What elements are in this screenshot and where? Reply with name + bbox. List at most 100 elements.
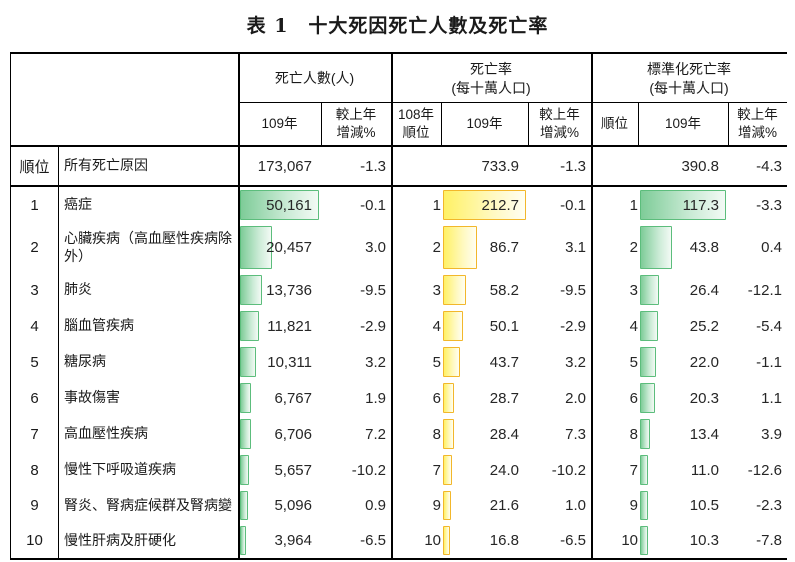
table-row: 8 慢性下呼吸道疾病 5,657 -10.2 7 24.0 -10.2 7 11… xyxy=(11,452,787,488)
rate-cell: 21.6 xyxy=(441,488,528,523)
col-group-std-rate: 標準化死亡率 (每十萬人口) xyxy=(591,54,787,103)
std-rate-bar xyxy=(640,383,655,413)
deaths-cell: 3,964 xyxy=(238,523,321,558)
rate-change-cell: 3.2 xyxy=(565,353,586,371)
std-rate-cell: 117.3 xyxy=(638,187,728,223)
rate-bar xyxy=(443,491,452,520)
deaths-bar xyxy=(240,226,273,269)
rank-cell: 2 xyxy=(30,239,39,256)
deaths-bar xyxy=(240,190,319,220)
std-change-cell: -7.8 xyxy=(756,532,782,549)
col-group-deaths: 死亡人數(人) xyxy=(238,54,391,103)
divider xyxy=(528,103,529,145)
table-title: 表 1 十大死因死亡人數及死亡率 xyxy=(246,15,549,37)
rate-bar xyxy=(443,226,477,269)
rank-108-cell: 10 xyxy=(424,532,441,549)
std-rank-cell: 2 xyxy=(629,239,638,256)
rate-bar xyxy=(443,455,453,485)
cause-cell: 慢性下呼吸道疾病 xyxy=(64,461,176,478)
all-causes-row: 順位 所有死亡原因 173,067 -1.3 733.9 -1.3 390.8 … xyxy=(11,147,787,185)
subheader-std-109: 109年 xyxy=(664,116,702,132)
table-row: 5 糖尿病 10,311 3.2 5 43.7 3.2 5 22.0 -1.1 xyxy=(11,344,787,380)
rate-cell: 28.7 xyxy=(441,380,528,416)
std-rate-cell: 10.5 xyxy=(638,488,728,523)
rank-108-cell: 5 xyxy=(432,353,441,371)
deaths-change-cell: -2.9 xyxy=(360,317,386,335)
table-row: 9 腎炎、腎病症候群及腎病變 5,096 0.9 9 21.6 1.0 9 10… xyxy=(11,488,787,523)
deaths-bar xyxy=(240,455,249,485)
subheader-std-rank: 順位 xyxy=(601,116,628,132)
std-rate-cell: 390.8 xyxy=(681,157,719,175)
deaths-cell: 11,821 xyxy=(238,308,321,344)
deaths-bar xyxy=(240,311,259,341)
rate-cell: 16.8 xyxy=(441,523,528,558)
deaths-bar xyxy=(240,419,251,449)
divider xyxy=(58,145,59,558)
deaths-cell: 50,161 xyxy=(238,187,321,223)
std-rank-cell: 7 xyxy=(629,461,638,479)
col-group-label: 死亡人數(人) xyxy=(274,70,355,87)
std-change-cell: -5.4 xyxy=(756,317,782,335)
std-rank-cell: 9 xyxy=(629,497,638,514)
rank-cell: 5 xyxy=(30,353,39,371)
std-rate-bar xyxy=(640,311,659,341)
subheader-rate-yoy: 較上年 增減% xyxy=(539,107,580,140)
deaths-change-cell: 3.2 xyxy=(365,353,386,371)
std-rate-cell: 13.4 xyxy=(638,416,728,452)
table-row: 6 事故傷害 6,767 1.9 6 28.7 2.0 6 20.3 1.1 xyxy=(11,380,787,416)
std-rate-bar xyxy=(640,491,648,520)
rank-cell: 6 xyxy=(30,389,39,407)
rank-108-cell: 2 xyxy=(432,239,441,256)
rank-cell: 4 xyxy=(30,317,39,335)
std-rate-bar xyxy=(640,275,660,305)
rank-cell: 3 xyxy=(30,281,39,299)
rate-change-cell: -2.9 xyxy=(560,317,586,335)
rate-change-cell: 3.1 xyxy=(565,239,586,256)
std-change-cell: 0.4 xyxy=(761,239,782,256)
divider xyxy=(591,54,593,558)
cause-cell: 慢性肝病及肝硬化 xyxy=(64,531,176,548)
deaths-cell: 6,706 xyxy=(238,416,321,452)
rate-bar xyxy=(443,419,455,449)
std-rate-bar xyxy=(640,190,726,220)
rank-108-cell: 4 xyxy=(432,317,441,335)
rate-cell: 212.7 xyxy=(441,187,528,223)
rank-cell: 7 xyxy=(30,425,39,443)
table-row: 4 腦血管疾病 11,821 -2.9 4 50.1 -2.9 4 25.2 -… xyxy=(11,308,787,344)
std-rate-cell: 26.4 xyxy=(638,272,728,308)
std-rate-bar xyxy=(640,347,657,377)
rate-bar xyxy=(443,347,460,377)
cause-cell: 心臟疾病（高血壓性疾病除外） xyxy=(64,230,232,264)
rank-header-cell: 順位 xyxy=(19,158,50,176)
deaths-change-cell: 3.0 xyxy=(365,239,386,256)
rank-cell: 1 xyxy=(30,196,39,214)
table-row: 7 高血壓性疾病 6,706 7.2 8 28.4 7.3 8 13.4 3.9 xyxy=(11,416,787,452)
rate-cell: 86.7 xyxy=(441,223,528,272)
std-rate-bar xyxy=(640,419,650,449)
cause-cell: 高血壓性疾病 xyxy=(64,425,148,442)
cause-cell: 肺炎 xyxy=(64,281,92,298)
subheader-std-yoy: 較上年 增減% xyxy=(737,107,778,140)
subheader-rate-109: 109年 xyxy=(466,116,503,132)
cause-cell: 癌症 xyxy=(64,196,92,213)
std-change-cell: -12.6 xyxy=(747,461,782,479)
rank-108-cell: 1 xyxy=(432,196,441,214)
rank-108-cell: 9 xyxy=(432,497,441,514)
std-change-cell: -1.1 xyxy=(756,353,782,371)
divider xyxy=(11,145,787,147)
std-rate-bar xyxy=(640,455,649,485)
cause-cell: 所有死亡原因 xyxy=(64,157,148,174)
cause-cell: 腎炎、腎病症候群及腎病變 xyxy=(64,496,232,513)
divider xyxy=(391,54,393,558)
divider xyxy=(638,103,639,145)
divider xyxy=(238,54,240,558)
rate-cell: 733.9 xyxy=(481,157,519,175)
std-rank-cell: 4 xyxy=(629,317,638,335)
divider xyxy=(321,103,322,145)
std-rank-cell: 3 xyxy=(629,281,638,299)
std-rate-cell: 20.3 xyxy=(638,380,728,416)
rank-cell: 10 xyxy=(26,532,43,549)
rank-108-cell: 3 xyxy=(432,281,441,299)
subheader-deaths-109: 109年 xyxy=(261,116,298,132)
